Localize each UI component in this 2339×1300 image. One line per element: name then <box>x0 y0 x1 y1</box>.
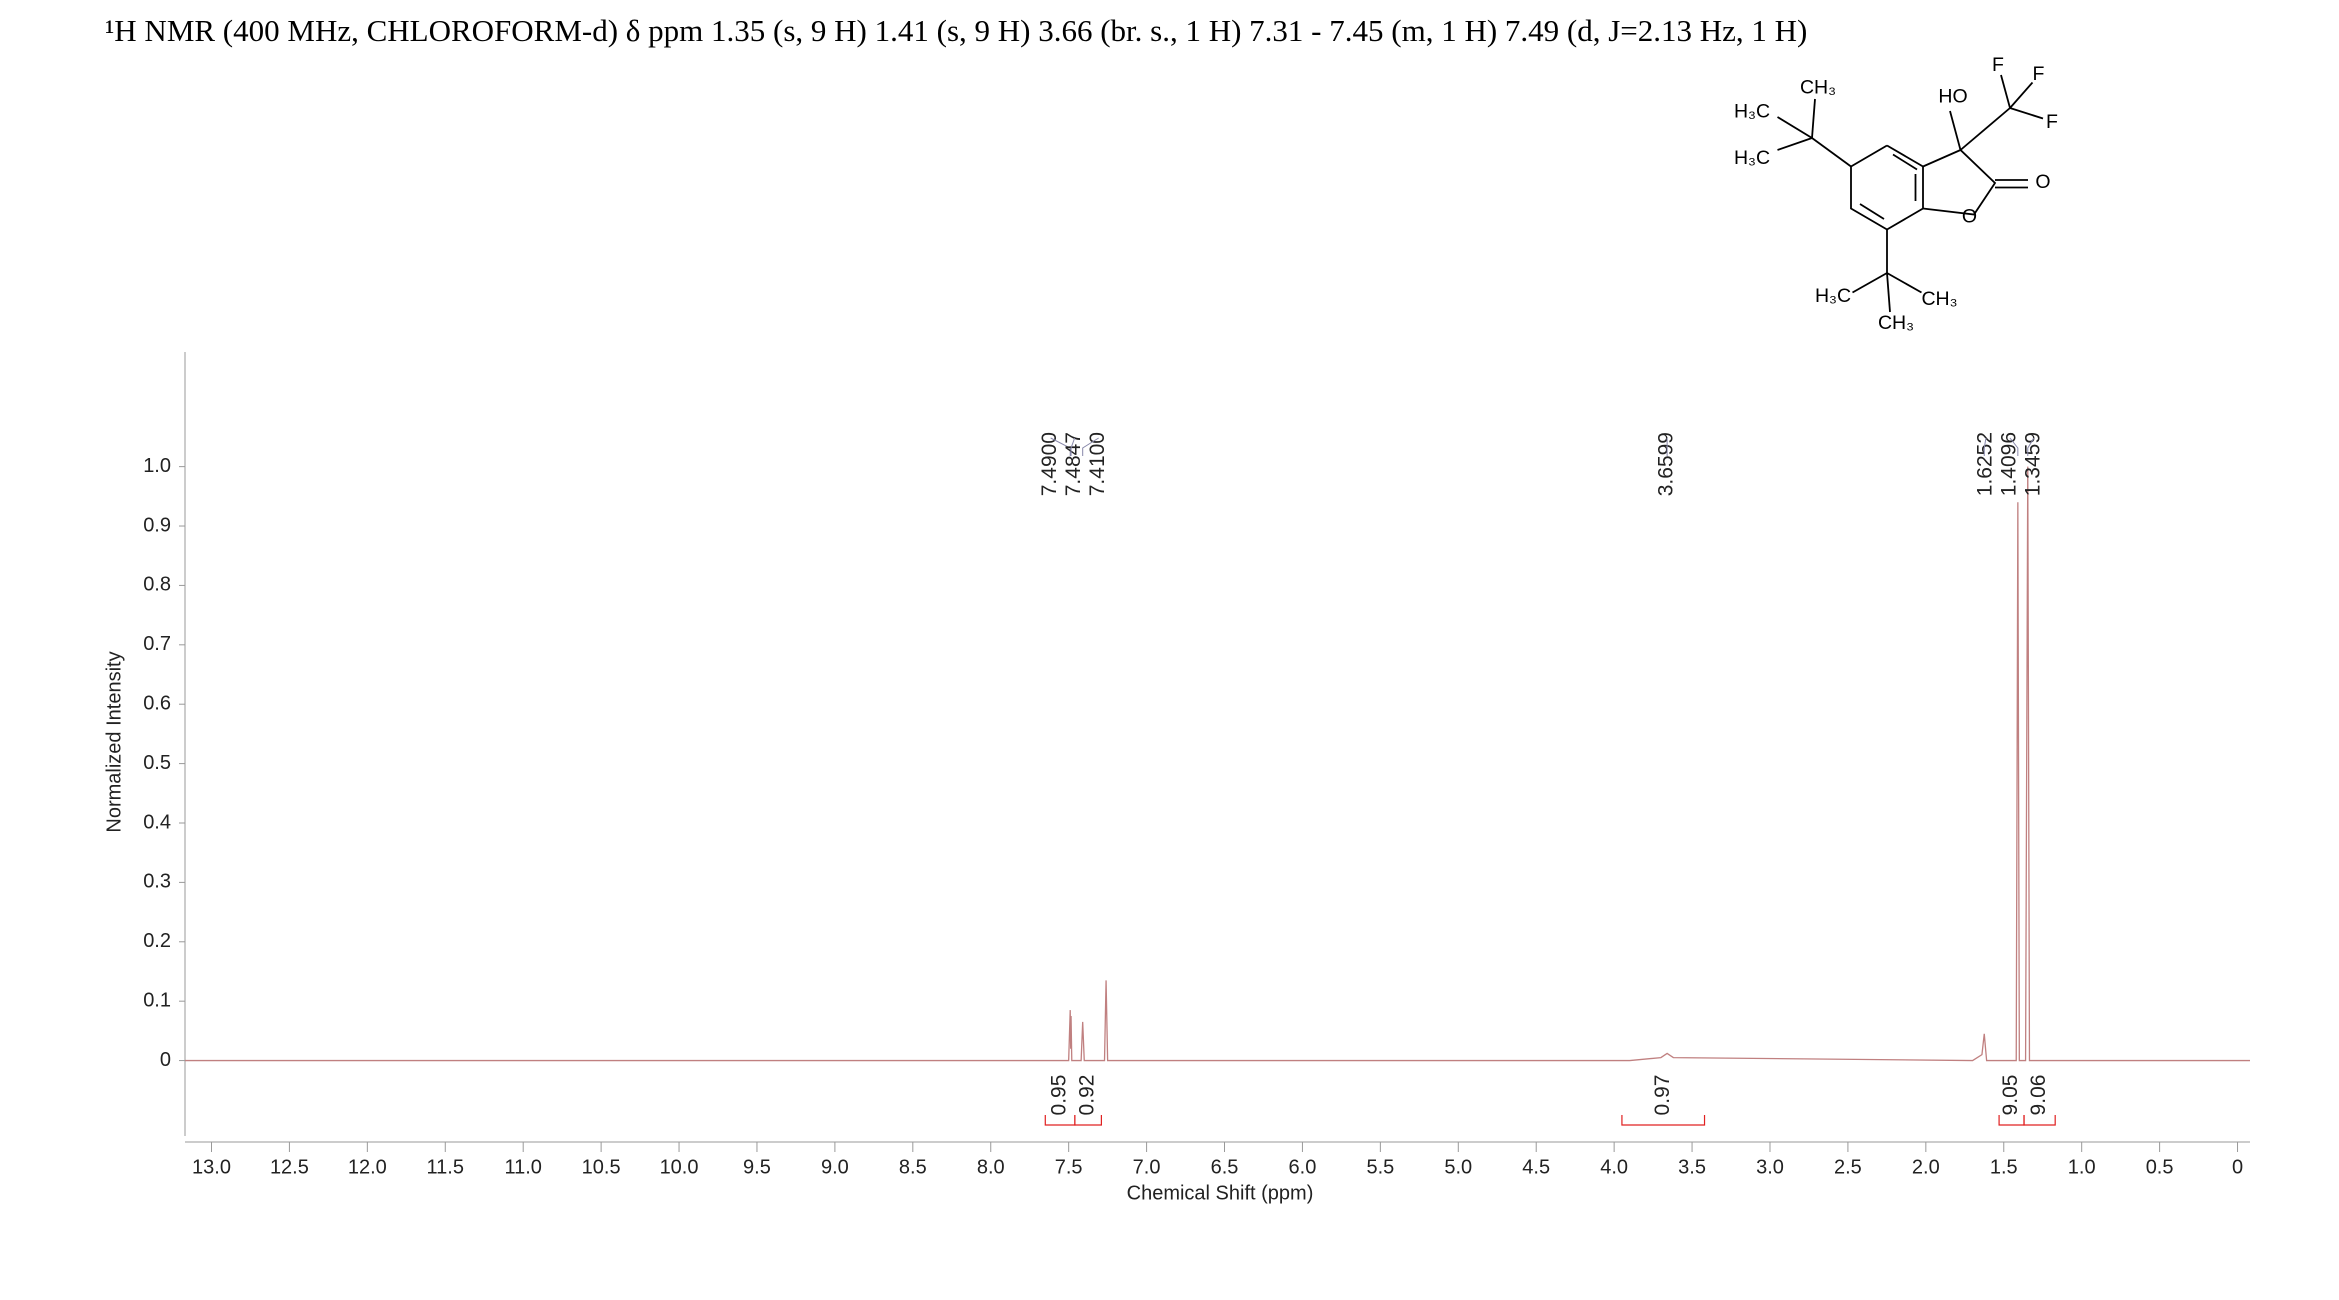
peak-connector <box>1983 437 1987 456</box>
x-tick-label: 7.5 <box>1055 1156 1083 1178</box>
structure: CH₃ H₃C H₃C HO F F F O O H₃C CH₃ CH₃ <box>1734 54 2058 334</box>
x-tick-label: 12.0 <box>348 1156 387 1178</box>
x-tick-label: 11.5 <box>427 1156 464 1178</box>
atom-label: O <box>1962 206 1977 228</box>
peak-label: 3.6599 <box>1655 432 1678 496</box>
integral-label: 0.92 <box>1076 1075 1099 1116</box>
y-tick-label: 1.0 <box>143 455 171 477</box>
peak-connector <box>1070 437 1076 456</box>
x-tick-label: 6.0 <box>1289 1156 1317 1178</box>
x-tick-label: 3.5 <box>1678 1156 1706 1178</box>
peak-connector <box>2027 437 2035 456</box>
atom-label: CH₃ <box>1800 77 1836 99</box>
x-tick-label: 8.0 <box>977 1156 1005 1178</box>
x-tick-label: 12.5 <box>270 1156 309 1178</box>
bond <box>1777 137 1813 151</box>
x-tick-label: 4.0 <box>1600 1156 1628 1178</box>
bond <box>1811 137 1852 168</box>
integral-label: 0.97 <box>1651 1075 1674 1116</box>
atom-label: H₃C <box>1734 101 1770 123</box>
x-tick-label: 6.5 <box>1211 1156 1239 1178</box>
atom-label: H₃C <box>1815 285 1851 307</box>
bond <box>1886 272 1891 313</box>
y-tick-label: 0.9 <box>143 514 171 536</box>
bond <box>1959 107 2011 151</box>
x-tick-label: 13.0 <box>192 1156 231 1178</box>
y-tick-label: 0.7 <box>143 633 171 655</box>
spectrum <box>185 466 2250 1062</box>
peak-label: 1.6252 <box>1974 432 1997 496</box>
atom-label: CH₃ <box>1878 312 1914 334</box>
peak-label: 1.3459 <box>2022 432 2045 496</box>
bond <box>1852 272 1888 294</box>
x-tick-label: 4.5 <box>1522 1156 1550 1178</box>
x-tick-label: 9.5 <box>743 1156 771 1178</box>
integral-bracket <box>1074 1115 1102 1126</box>
x-tick-label: 1.0 <box>2068 1156 2096 1178</box>
y-tick-label: 0.3 <box>143 871 171 893</box>
atom-label: O <box>2035 171 2050 193</box>
benzene-ring <box>1850 144 1924 231</box>
x-tick-label: 5.0 <box>1444 1156 1472 1178</box>
atom-label: H₃C <box>1734 147 1770 169</box>
bond <box>1886 272 1922 294</box>
x-tick-label: 0 <box>2232 1156 2243 1178</box>
integral-bracket <box>1044 1115 1076 1126</box>
x-tick-label: 10.5 <box>582 1156 621 1178</box>
x-tick-label: 2.5 <box>1834 1156 1862 1178</box>
bond <box>2009 107 2044 120</box>
y-tick-label: 0.1 <box>143 989 171 1011</box>
peak-label: 7.4900 <box>1038 432 1061 496</box>
x-tick-label: 0.5 <box>2146 1156 2174 1178</box>
furanone-ring <box>1922 148 1997 216</box>
x-tick-label: 10.0 <box>660 1156 699 1178</box>
integral-bracket <box>1621 1115 1706 1126</box>
y-tick-label: 0.6 <box>143 692 171 714</box>
x-tick-label: 7.0 <box>1133 1156 1161 1178</box>
bond <box>2009 81 2034 109</box>
x-tick-label: 2.0 <box>1912 1156 1940 1178</box>
integral-label: 0.95 <box>1048 1075 1071 1116</box>
integral-bracket <box>2023 1115 2056 1126</box>
y-tick-label: 0.4 <box>143 811 171 833</box>
bond <box>1892 153 1918 171</box>
x-tick-label: 5.5 <box>1366 1156 1394 1178</box>
peak-connector <box>2009 437 2019 456</box>
atom-label: HO <box>1938 86 1967 108</box>
integral-bracket <box>1998 1115 2025 1126</box>
x-tick-label: 11.0 <box>504 1156 541 1178</box>
peak-connector <box>1050 437 1071 456</box>
x-tick-label: 8.5 <box>899 1156 927 1178</box>
chart-title: ¹H NMR (400 MHz, CHLOROFORM-d) δ ppm 1.3… <box>105 13 1807 48</box>
atom-label: F <box>1992 54 2004 76</box>
x-tick-label: 1.5 <box>1990 1156 2018 1178</box>
y-tick-label: 0.2 <box>143 930 171 952</box>
atom-label: F <box>2033 63 2045 85</box>
bond <box>1859 203 1885 220</box>
y-tick-label: 0.8 <box>143 574 171 596</box>
x-axis-label: Chemical Shift (ppm) <box>1127 1182 1314 1204</box>
bond <box>1811 98 1816 139</box>
x-tick-label: 9.0 <box>821 1156 849 1178</box>
y-tick-label: 0.5 <box>143 752 171 774</box>
x-tick-label: 3.0 <box>1756 1156 1784 1178</box>
peak-label: 7.4847 <box>1062 432 1085 496</box>
peak-label: 7.4100 <box>1086 432 1109 496</box>
integral-label: 9.06 <box>2027 1075 2050 1116</box>
bond <box>2000 74 2011 109</box>
y-tick-label: 0 <box>160 1049 171 1071</box>
integral-label: 9.05 <box>1999 1075 2022 1116</box>
peak-connector <box>1082 437 1099 456</box>
peak-label: 1.4096 <box>1998 432 2021 496</box>
bond <box>1949 110 1962 151</box>
bond <box>1777 116 1813 139</box>
atom-label: F <box>2046 111 2058 133</box>
y-axis-label: Normalized Intensity <box>103 651 125 832</box>
atom-label: CH₃ <box>1921 288 1957 310</box>
